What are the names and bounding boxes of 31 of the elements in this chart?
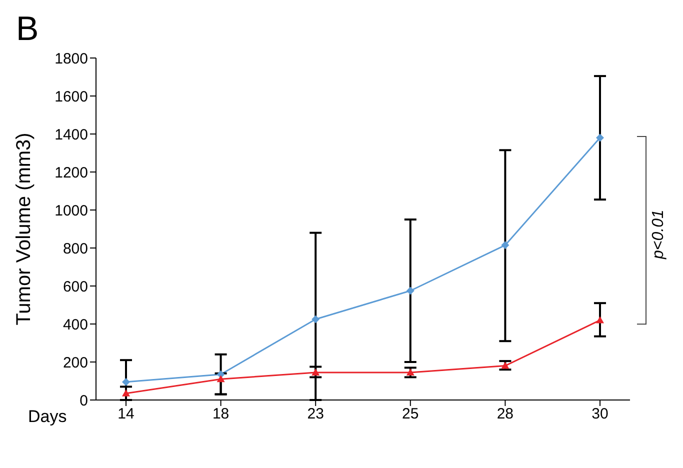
x-tick-label: 23	[307, 406, 324, 423]
point	[501, 362, 510, 369]
y-tick-label: 600	[62, 278, 88, 296]
point	[312, 315, 320, 324]
x-tick-label: 30	[592, 406, 608, 423]
x-axis-title: Days	[28, 407, 67, 427]
y-tick-label: 1800	[54, 50, 88, 68]
y-tick-label: 0	[80, 392, 88, 410]
y-tick-label: 800	[62, 240, 88, 258]
point	[312, 368, 320, 376]
y-tick-label: 1400	[54, 126, 88, 144]
x-tick-label: 18	[212, 406, 230, 423]
x-tick-label: 14	[118, 406, 134, 423]
y-tick-label: 1200	[54, 164, 88, 182]
x-tick-label: 25	[402, 406, 419, 423]
y-tick-label: 400	[62, 316, 88, 334]
point	[596, 316, 604, 324]
text: B	[16, 10, 39, 49]
point	[406, 286, 414, 295]
y-tick-label: 1600	[54, 88, 88, 106]
point	[596, 134, 604, 142]
point	[216, 375, 225, 382]
text: p<0.01	[650, 210, 667, 259]
point	[501, 241, 510, 250]
point	[406, 368, 414, 376]
point	[122, 389, 130, 396]
point	[122, 378, 130, 386]
x-tick-label: 28	[496, 406, 514, 423]
y-tick-label: 200	[62, 354, 88, 372]
y-tick-label: 1000	[54, 202, 88, 220]
y-axis-title: Tumor Volume (mm3)	[13, 132, 36, 326]
